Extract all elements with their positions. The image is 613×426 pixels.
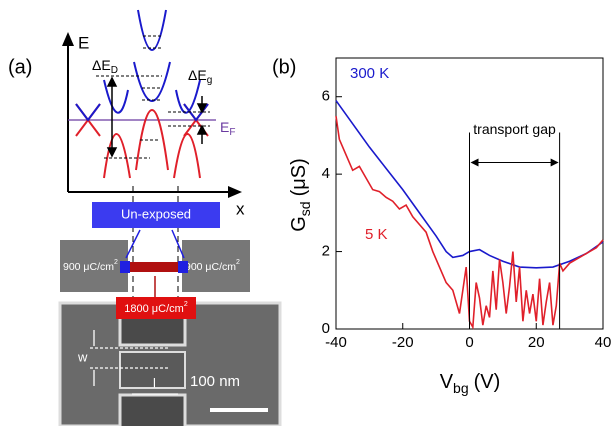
x-tick-label: -40 [325, 334, 347, 351]
delta-ed: ΔED [92, 57, 118, 76]
bands [75, 9, 209, 179]
x-axis-label: Vbg (V) [440, 371, 501, 395]
dose-label: 900 μC/cm2 [63, 259, 118, 273]
dims [90, 330, 178, 395]
scale-bar [210, 408, 268, 412]
series-label: 5 K [365, 226, 388, 243]
cap [120, 261, 130, 273]
arrow [62, 32, 74, 46]
unexposed-label: Un-exposed [121, 206, 191, 221]
label-part: sd [297, 201, 313, 216]
series-line [335, 115, 604, 330]
pad [60, 240, 128, 292]
label-part: G [288, 216, 310, 232]
arrows [125, 229, 185, 259]
width-label: w [77, 349, 88, 364]
length-label: l [153, 375, 156, 390]
x-tick-label: -20 [392, 334, 414, 351]
dose-box [116, 297, 196, 319]
exposed-bar [122, 262, 188, 272]
cap [178, 261, 188, 273]
panel-label: (a) [8, 56, 32, 78]
panel-b: (b) -40 -20 0 20 40 0 2 4 6 Vbg (V) Gsd (μS) 300 K 5 K t… [272, 56, 611, 395]
y-tick-label: 0 [322, 320, 330, 337]
label-part: (V) [474, 371, 501, 393]
y-axis-label: Gsd (μS) [288, 158, 312, 232]
x-tick-label: 40 [595, 334, 612, 351]
panel-label: (b) [272, 56, 296, 78]
panel-a: (a) E x EF [8, 9, 282, 426]
arrow [228, 186, 242, 198]
y-tick-label: 6 [322, 88, 330, 105]
fermi-label: EF [220, 119, 235, 138]
x-tick-label: 20 [528, 334, 545, 351]
pad [182, 240, 250, 292]
y-tick-label: 4 [322, 165, 330, 182]
series-label: 300 K [350, 65, 389, 82]
arrows [106, 76, 208, 158]
level-lines [96, 35, 210, 159]
delta-eg: ΔEg [188, 67, 212, 86]
y-tick-label: 2 [322, 243, 330, 260]
scale-label: 100 nm [190, 373, 240, 390]
axis-label: E [78, 33, 89, 52]
series-line [335, 100, 604, 269]
dose-label: 1800 μC/cm2 [124, 301, 188, 315]
gap-label: transport gap [473, 121, 556, 137]
sem-ribbon [119, 351, 186, 389]
label-part: bg [453, 380, 469, 396]
unexposed-box [92, 202, 220, 228]
dose-label: 900 μC/cm2 [185, 259, 240, 273]
axis-label: x [236, 199, 245, 218]
label-part: (μS) [288, 158, 310, 196]
x-tick-label: 0 [465, 334, 473, 351]
arrow-head [470, 158, 479, 167]
arrow-head [550, 158, 559, 167]
label-part: V [440, 371, 454, 393]
